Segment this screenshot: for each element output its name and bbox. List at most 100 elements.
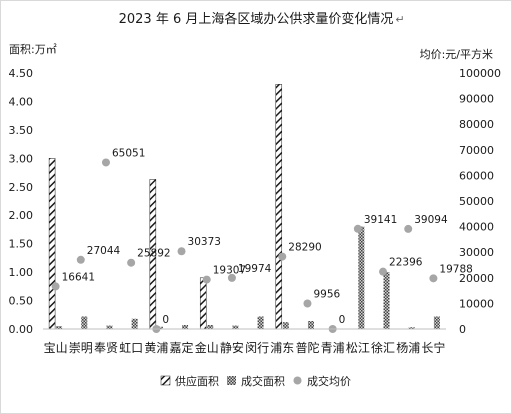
right-axis-label: 均价:元/平方米	[420, 47, 493, 61]
x-tick-label: 闵行	[245, 340, 269, 355]
price-label: 28290	[288, 242, 321, 254]
price-point	[429, 274, 438, 283]
price-point	[101, 158, 110, 167]
x-tick-label: 金山	[195, 340, 219, 355]
left-tick-label: 2.50	[9, 181, 34, 194]
price-point	[404, 224, 413, 233]
right-tick-label: 20000	[459, 272, 494, 285]
deal-bar	[257, 316, 264, 329]
deal-bar	[307, 321, 314, 329]
deal-bar	[56, 326, 63, 329]
x-tick-label: 长宁	[421, 340, 445, 355]
x-tick-label: 宝山	[44, 341, 68, 355]
price-label: 9956	[313, 289, 340, 301]
price-point	[76, 255, 85, 264]
legend-swatch-deal	[227, 376, 236, 385]
price-label: 27044	[87, 245, 121, 257]
title-return-mark: ↵	[395, 13, 404, 26]
supply-bar	[48, 158, 56, 330]
left-tick-label: 2.00	[9, 209, 34, 222]
deal-bar	[182, 325, 189, 329]
left-tick-label: 4.00	[9, 95, 34, 108]
x-tick-label: 青浦	[321, 341, 345, 355]
supply-bar	[199, 277, 207, 330]
price-label: 16641	[62, 271, 95, 283]
price-point	[127, 258, 136, 267]
deal-bar	[383, 272, 390, 329]
x-tick-label: 徐汇	[371, 340, 395, 355]
right-tick-label: 10000	[459, 297, 494, 310]
x-tick-label: 奉贤	[94, 341, 118, 355]
x-tick-label: 嘉定	[170, 340, 194, 355]
chart-title: 2023 年 6 月上海各区域办公供求量价变化情况	[119, 11, 394, 27]
deal-bar	[131, 318, 138, 329]
right-tick-label: 90000	[459, 93, 494, 106]
price-label: 25892	[137, 248, 170, 260]
legend-swatch-price	[293, 376, 302, 385]
price-label: 19307	[213, 265, 246, 277]
deal-bar	[81, 316, 88, 329]
deal-bar	[106, 325, 113, 329]
right-tick-label: 100000	[459, 67, 501, 80]
legend-swatch-supply	[160, 375, 171, 386]
right-axis-ticks: 0 10000 20000 30000 40000 50000 60000 70000 8000…	[459, 67, 501, 336]
left-tick-label: 0.50	[9, 295, 34, 308]
x-tick-label: 虹口	[119, 341, 143, 355]
deal-bar	[433, 316, 440, 329]
left-axis-ticks: 0.00 0.50 1.00 1.50 2.00 2.50 3.00 3.50 4.00 4.50	[9, 67, 34, 336]
price-point	[51, 282, 60, 291]
legend-label: 成交面积	[241, 374, 285, 388]
deal-bar	[282, 322, 289, 329]
deal-bar	[408, 327, 415, 329]
price-label: 0	[339, 314, 346, 326]
price-point	[303, 299, 312, 308]
price-point	[353, 224, 362, 233]
price-point	[202, 275, 211, 284]
price-label: 39094	[414, 214, 448, 226]
left-tick-label: 3.50	[9, 124, 34, 137]
deal-bar	[232, 325, 239, 329]
legend-label: 供应面积	[175, 374, 219, 388]
price-label: 30373	[188, 236, 221, 248]
left-axis-label: 面积:万㎡	[9, 43, 57, 56]
x-tick-label: 杨浦	[396, 340, 420, 355]
left-tick-label: 0.00	[9, 323, 34, 336]
right-tick-label: 0	[459, 323, 466, 336]
left-tick-label: 4.50	[9, 67, 34, 80]
x-tick-label: 普陀	[295, 340, 319, 355]
left-tick-label: 3.00	[9, 152, 34, 165]
right-tick-label: 40000	[459, 221, 494, 234]
price-point	[379, 267, 388, 276]
right-tick-label: 50000	[459, 195, 494, 208]
x-tick-label: 松江	[346, 341, 370, 355]
supply-bar	[275, 84, 283, 330]
bar-marks	[48, 84, 440, 330]
x-tick-label: 静安	[220, 340, 244, 355]
price-label: 0	[162, 314, 169, 326]
x-tick-label: 浦东	[270, 341, 294, 355]
price-label: 19974	[238, 263, 272, 275]
x-tick-label: 崇明	[69, 341, 93, 355]
deal-bar	[207, 325, 214, 329]
left-tick-label: 1.00	[9, 266, 34, 279]
right-tick-label: 70000	[459, 144, 494, 157]
price-label: 39141	[364, 214, 397, 226]
x-axis-labels: 宝山 崇明 奉贤 虹口 黄浦 嘉定 金山 静安 闵行 浦东 普陀 青浦 松江 徐汇 杨浦 长宁	[44, 340, 446, 355]
right-tick-label: 30000	[459, 246, 494, 259]
deal-bar	[358, 226, 365, 329]
price-label: 65051	[112, 147, 145, 159]
price-label: 19788	[439, 263, 472, 275]
legend-label: 成交均价	[307, 374, 351, 388]
x-tick-label: 黄浦	[144, 341, 168, 355]
price-point	[278, 252, 287, 261]
right-tick-label: 80000	[459, 118, 494, 131]
right-tick-label: 60000	[459, 169, 494, 182]
price-point	[177, 247, 186, 256]
legend: 供应面积 成交面积 成交均价	[160, 374, 351, 388]
price-label: 22396	[389, 257, 423, 269]
price-point	[227, 273, 236, 282]
left-tick-label: 1.50	[9, 238, 34, 251]
